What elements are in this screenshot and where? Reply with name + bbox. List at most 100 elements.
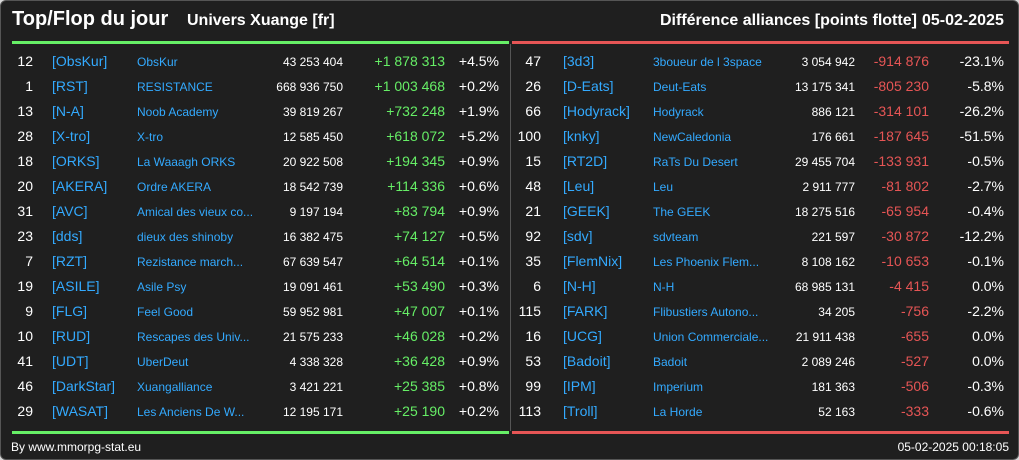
alliance-name-link[interactable]: N-H xyxy=(653,280,675,294)
alliance-name-link[interactable]: ObsKur xyxy=(137,55,178,69)
list-item: 18 [ORKS] La Waaagh ORKS 20 922 508 +194 345… xyxy=(1,149,510,174)
alliance-name-link[interactable]: Ordre AKERA xyxy=(137,180,212,194)
alliance-tag-link[interactable]: [AVC] xyxy=(52,203,88,219)
alliance-name-link[interactable]: sdvteam xyxy=(653,230,699,244)
percent-value: -51.5% xyxy=(959,128,1004,144)
alliance-name-link[interactable]: Imperium xyxy=(653,380,704,394)
alliance-tag-link[interactable]: [RUD] xyxy=(52,328,91,344)
points-value: 8 108 162 xyxy=(801,255,855,269)
delta-value: +47 007 xyxy=(394,303,445,319)
alliance-name-link[interactable]: Les Anciens De W... xyxy=(137,405,245,419)
rank-value: 100 xyxy=(517,128,541,144)
percent-value: +0.6% xyxy=(458,178,499,194)
alliance-tag-link[interactable]: [UDT] xyxy=(52,353,89,369)
list-item: 48 [Leu] Leu 2 911 777 -81 802 -2.7% xyxy=(512,174,1018,199)
delta-value: -333 xyxy=(900,403,929,419)
delta-value: -655 xyxy=(900,328,929,344)
alliance-name-link[interactable]: UberDeut xyxy=(137,355,189,369)
rank-value: 48 xyxy=(525,178,541,194)
alliance-tag-link[interactable]: [knky] xyxy=(563,128,600,144)
percent-value: -26.2% xyxy=(959,103,1004,119)
alliance-tag-link[interactable]: [N-A] xyxy=(52,103,84,119)
alliance-name-link[interactable]: Rescapes des Univ... xyxy=(137,330,250,344)
alliance-tag-link[interactable]: [Troll] xyxy=(563,403,598,419)
percent-value: -23.1% xyxy=(959,53,1004,69)
top-losers-list: 47 [3d3] 3boueur de l 3space 3 054 942 -914 … xyxy=(512,49,1018,424)
alliance-name-link[interactable]: Les Phoenix Flem... xyxy=(653,255,760,269)
alliance-name-link[interactable]: Amical des vieux co... xyxy=(137,205,254,219)
list-item: 46 [DarkStar] Xuangalliance 3 421 221 +25 38… xyxy=(1,374,510,399)
delta-value: -65 954 xyxy=(881,203,929,219)
list-item: 66 [Hodyrack] Hodyrack 886 121 -314 101 -26.2… xyxy=(512,99,1018,124)
alliance-tag-link[interactable]: [ASILE] xyxy=(52,278,100,294)
alliance-name-link[interactable]: Noob Academy xyxy=(137,105,219,119)
alliance-name-link[interactable]: Leu xyxy=(653,180,674,194)
alliance-tag-link[interactable]: [AKERA] xyxy=(52,178,108,194)
percent-value: +0.9% xyxy=(458,353,499,369)
alliance-tag-link[interactable]: [D-Eats] xyxy=(563,78,614,94)
alliance-tag-link[interactable]: [GEEK] xyxy=(563,203,610,219)
points-value: 221 597 xyxy=(811,230,855,244)
alliance-name-link[interactable]: RaTs Du Desert xyxy=(653,155,738,169)
alliance-name-link[interactable]: NewCaledonia xyxy=(653,130,732,144)
points-value: 668 936 750 xyxy=(276,80,343,94)
alliance-tag-link[interactable]: [WASAT] xyxy=(52,403,108,419)
footer-credit[interactable]: By www.mmorpg-stat.eu xyxy=(11,440,142,454)
percent-value: -0.6% xyxy=(967,403,1004,419)
top-divider-green xyxy=(12,41,509,44)
alliance-name-link[interactable]: Deut-Eats xyxy=(653,80,707,94)
alliance-name-link[interactable]: La Waaagh ORKS xyxy=(137,155,236,169)
alliance-name-link[interactable]: X-tro xyxy=(137,130,164,144)
alliance-name-link[interactable]: Flibustiers Autono... xyxy=(653,305,759,319)
alliance-name-link[interactable]: 3boueur de l 3space xyxy=(653,55,762,69)
list-item: 20 [AKERA] Ordre AKERA 18 542 739 +114 336 +0… xyxy=(1,174,510,199)
alliance-name-link[interactable]: La Horde xyxy=(653,405,703,419)
points-value: 68 985 131 xyxy=(794,280,855,294)
alliance-name-link[interactable]: Hodyrack xyxy=(653,105,704,119)
alliance-tag-link[interactable]: [RST] xyxy=(52,78,88,94)
alliance-tag-link[interactable]: [DarkStar] xyxy=(52,378,116,394)
alliance-name-link[interactable]: Feel Good xyxy=(137,305,194,319)
list-item: 26 [D-Eats] Deut-Eats 13 175 341 -805 230 -5.… xyxy=(512,74,1018,99)
alliance-tag-link[interactable]: [IPM] xyxy=(563,378,596,394)
delta-value: +83 794 xyxy=(394,203,445,219)
top-gainers-list: 12 [ObsKur] ObsKur 43 253 404 +1 878 313 +4.5… xyxy=(1,49,510,424)
alliance-tag-link[interactable]: [ORKS] xyxy=(52,153,100,169)
rank-value: 99 xyxy=(525,378,541,394)
alliance-name-link[interactable]: Asile Psy xyxy=(137,280,187,294)
alliance-name-link[interactable]: Xuangalliance xyxy=(137,380,213,394)
list-item: 47 [3d3] 3boueur de l 3space 3 054 942 -914 … xyxy=(512,49,1018,74)
alliance-tag-link[interactable]: [X-tro] xyxy=(52,128,91,144)
delta-value: +1 003 468 xyxy=(374,78,445,94)
delta-value: +36 428 xyxy=(394,353,445,369)
delta-value: -314 101 xyxy=(873,103,929,119)
alliance-tag-link[interactable]: [FlemNix] xyxy=(563,253,623,269)
alliance-name-link[interactable]: Union Commerciale... xyxy=(653,330,769,344)
alliance-tag-link[interactable]: [N-H] xyxy=(563,278,596,294)
alliance-tag-link[interactable]: [RZT] xyxy=(52,253,87,269)
list-item: 19 [ASILE] Asile Psy 19 091 461 +53 490 +0.3% xyxy=(1,274,510,299)
alliance-name-link[interactable]: Badoit xyxy=(653,355,688,369)
alliance-tag-link[interactable]: [FLG] xyxy=(52,303,88,319)
percent-value: -0.1% xyxy=(967,253,1004,269)
alliance-tag-link[interactable]: [sdv] xyxy=(563,228,593,244)
percent-value: +0.2% xyxy=(458,78,499,94)
rank-value: 15 xyxy=(525,153,541,169)
alliance-tag-link[interactable]: [3d3] xyxy=(563,53,595,69)
delta-value: +732 248 xyxy=(386,103,445,119)
alliance-tag-link[interactable]: [dds] xyxy=(52,228,83,244)
points-value: 181 363 xyxy=(811,380,855,394)
alliance-tag-link[interactable]: [Badoit] xyxy=(563,353,611,369)
alliance-tag-link[interactable]: [ObsKur] xyxy=(52,53,108,69)
alliance-tag-link[interactable]: [Hodyrack] xyxy=(563,103,630,119)
percent-value: 0.0% xyxy=(972,328,1004,344)
alliance-name-link[interactable]: RESISTANCE xyxy=(137,80,213,94)
alliance-tag-link[interactable]: [UCG] xyxy=(563,328,602,344)
alliance-name-link[interactable]: dieux des shinoby xyxy=(137,230,234,244)
alliance-name-link[interactable]: The GEEK xyxy=(653,205,711,219)
alliance-tag-link[interactable]: [RT2D] xyxy=(563,153,608,169)
alliance-name-link[interactable]: Rezistance march... xyxy=(137,255,244,269)
alliance-tag-link[interactable]: [FARK] xyxy=(563,303,608,319)
alliance-tag-link[interactable]: [Leu] xyxy=(563,178,595,194)
